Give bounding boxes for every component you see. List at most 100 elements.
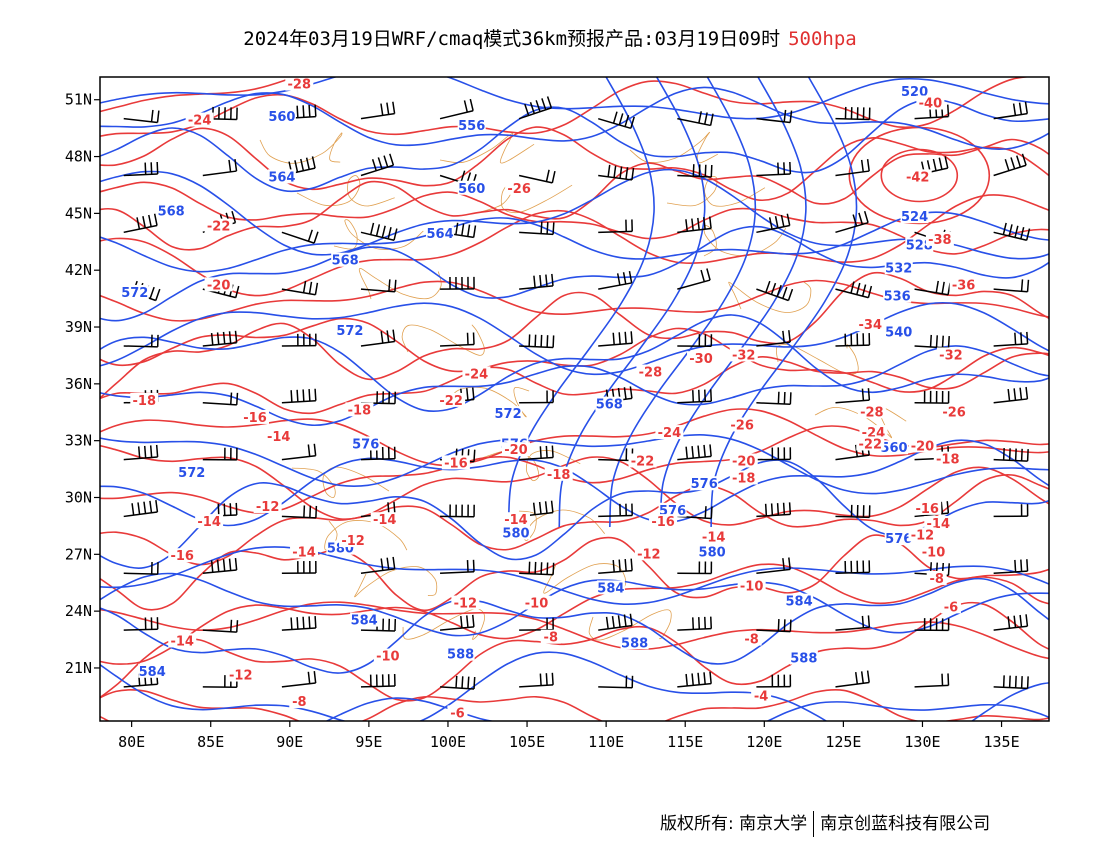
barb-flag [697,672,700,685]
wind-barb [598,331,633,347]
barb-flag [210,332,214,346]
barb-flag [305,157,310,170]
trough-contour-line [710,77,858,528]
barb-staff [835,515,870,519]
barb-flag [854,444,859,457]
wind-barb [835,670,870,688]
barb-flag [850,281,855,294]
barb-flag [710,389,713,402]
barb-flag [228,159,232,172]
lon-label: 130E [904,733,940,751]
wind-barb [993,101,1029,120]
map-background [100,77,1049,721]
barb-flag [156,110,160,123]
height-label-bg [884,260,913,275]
height-label-bg [698,544,727,559]
temperature-label: -4 [754,689,768,704]
barb-staff [835,344,870,347]
temperature-label: -16 [915,502,939,517]
temperature-label: -14 [197,515,221,530]
barb-staff [281,288,316,296]
barb-flag [217,503,220,516]
barb-flag [1002,222,1007,235]
barb-flag [302,280,307,293]
barb-staff [756,568,791,575]
temperature-label-bg [751,688,772,703]
temperature-label-bg [168,633,197,648]
barb-flag [631,167,635,181]
height-label: 540 [885,326,912,341]
wind-barb [202,392,239,406]
barb-staff [993,398,1028,404]
temperature-label-bg [940,404,969,419]
temperature-label-bg [913,500,942,515]
barb-staff [993,343,1028,347]
wind-barb [598,164,635,181]
barb-flag [308,389,311,402]
barb-flag [314,615,317,629]
barb-flag [235,620,239,633]
wind-barb [202,330,238,347]
temperature-label-bg [628,453,657,468]
height-label-bg [120,284,149,299]
barb-flag [1025,614,1029,627]
height-contour-line [325,697,1049,721]
temperature-label-bg [462,366,491,381]
border-line [354,566,438,598]
barb-flag [629,613,633,626]
barb-flag [703,672,706,685]
barb-flag [628,271,633,284]
wind-barb [914,618,950,632]
wind-barb [677,561,713,575]
barb-flag [223,503,226,516]
height-contour-line [100,86,1049,151]
lon-label: 105E [509,733,545,751]
temperature-label-bg [687,351,716,366]
barb-staff [123,572,158,575]
lat-label: 21N [65,659,92,677]
wind-barb [281,443,317,461]
height-contour-line [100,168,1049,260]
wind-barb [677,671,712,688]
temperature-label-bg [859,425,888,440]
temperature-label-bg [437,392,466,407]
barb-staff [914,684,949,688]
barb-staff [202,629,237,633]
wind-barb [123,444,159,461]
barb-flag [789,161,792,175]
barb-flag [460,170,466,183]
temperature-label: -10 [376,650,400,665]
isotherm-line [100,408,1049,467]
temperature-label: -28 [860,405,884,420]
temperature-label: -20 [504,443,528,458]
barb-flag [546,222,549,235]
barb-flag [618,113,624,126]
barb-flag [544,501,548,514]
barb-flag [467,676,470,689]
barb-staff [281,627,316,631]
barb-flag [1002,448,1005,461]
barb-flag [1025,228,1031,241]
temperature-label-bg [728,417,757,432]
barb-staff [914,115,949,120]
barb-flag [710,164,713,178]
barb-flag [144,162,147,175]
wind-barb [281,505,318,519]
wind-barb [519,390,554,404]
barb-flag [1007,616,1011,629]
barb-flag [1026,279,1030,292]
temperature-label: -10 [740,580,764,595]
barb-flag [303,505,306,518]
barb-flag [461,223,465,236]
barb-staff [835,571,870,575]
isotherm-line [100,138,1049,251]
barb-flag [539,446,542,459]
temperature-label-bg [933,451,962,466]
height-label-bg [494,406,523,421]
wind-barb [756,447,792,461]
barb-flag [1026,676,1029,689]
barb-flag [630,558,633,571]
barb-flag [708,216,712,229]
barb-flag [1012,103,1017,116]
